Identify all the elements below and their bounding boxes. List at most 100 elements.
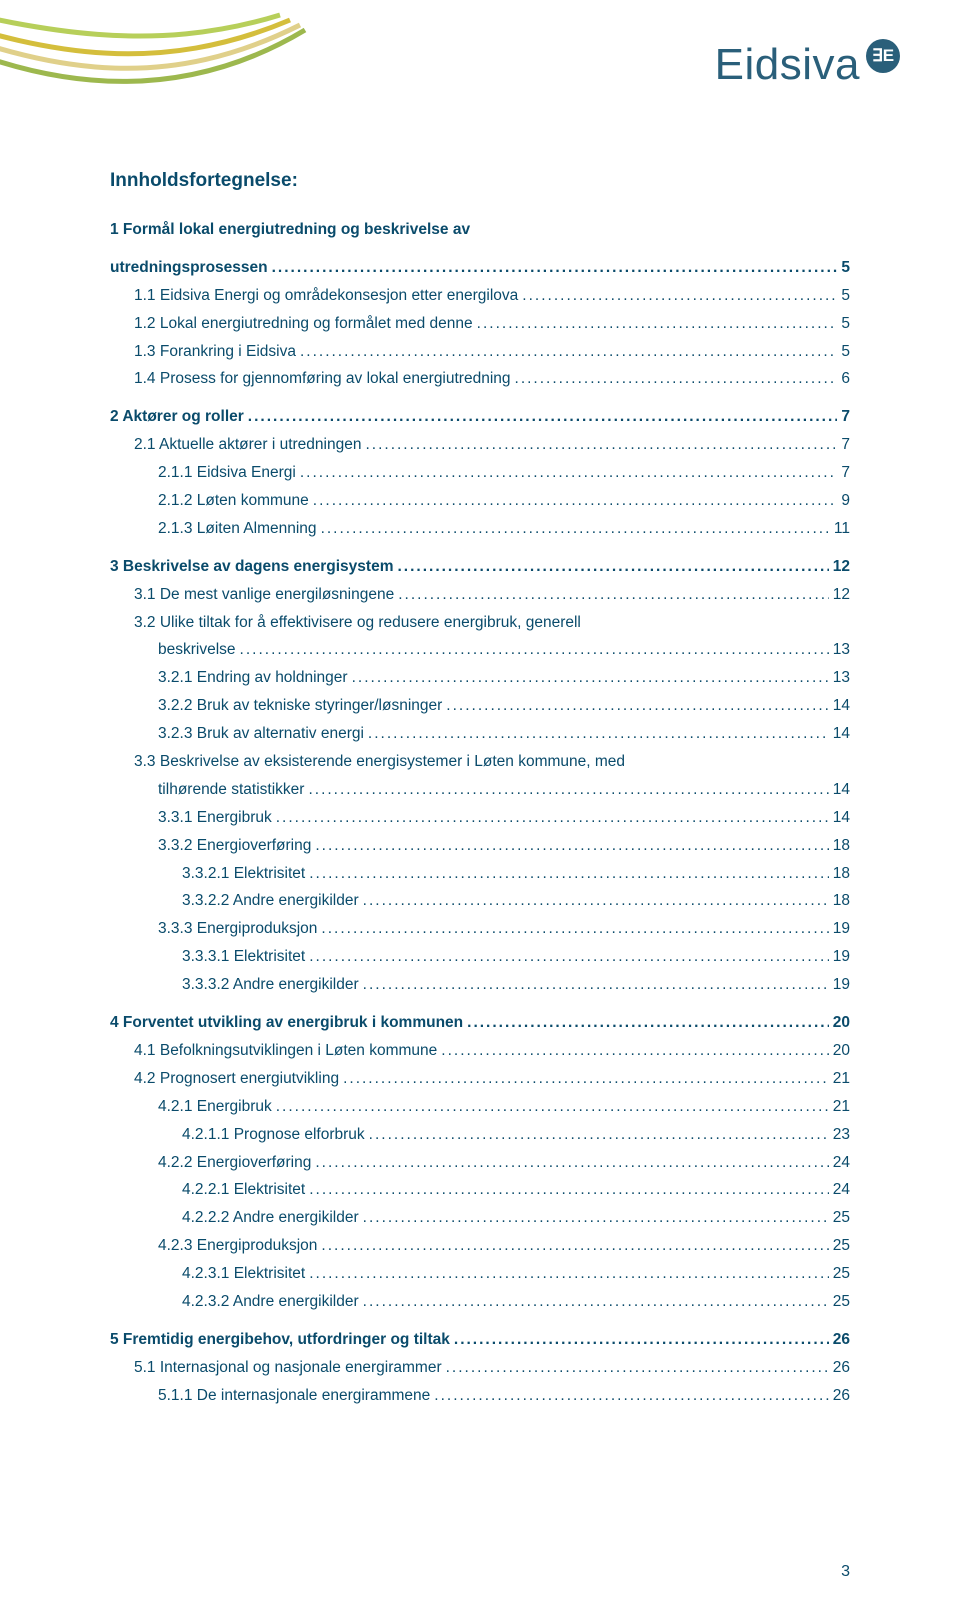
toc-entry[interactable]: 4.2.2 Energioverføring24 xyxy=(158,1149,850,1177)
toc-label: tilhørende statistikker xyxy=(158,776,304,804)
toc-entry[interactable]: 2.1.2 Løten kommune9 xyxy=(158,487,850,515)
toc-entry[interactable]: 2.1.3 Løiten Almenning11 xyxy=(158,515,850,543)
toc-leader-dots xyxy=(300,459,838,487)
toc-page: 11 xyxy=(834,515,850,543)
toc-page: 5 xyxy=(841,254,850,282)
toc-entry[interactable]: beskrivelse13 xyxy=(158,636,850,664)
toc-entry[interactable]: 3 Beskrivelse av dagens energisystem12 xyxy=(110,553,850,581)
toc-label: 2.1 Aktuelle aktører i utredningen xyxy=(134,431,361,459)
toc-page: 13 xyxy=(833,664,850,692)
toc-entry[interactable]: 4 Forventet utvikling av energibruk i ko… xyxy=(110,1009,850,1037)
toc-entry[interactable]: 4.1 Befolkningsutviklingen i Løten kommu… xyxy=(134,1037,850,1065)
toc-entry[interactable]: 3.1 De mest vanlige energiløsningene12 xyxy=(134,581,850,609)
toc-entry[interactable]: 4.2.1 Energibruk21 xyxy=(158,1093,850,1121)
toc-leader-dots xyxy=(309,1176,829,1204)
toc-leader-dots xyxy=(522,282,837,310)
toc-entry[interactable]: 3.2.2 Bruk av tekniske styringer/løsning… xyxy=(158,692,850,720)
toc-leader-dots xyxy=(454,1326,829,1354)
toc-page: 7 xyxy=(841,459,850,487)
toc-page: 5 xyxy=(841,282,850,310)
toc-label: 3.3.2 Energioverføring xyxy=(158,832,311,860)
toc-label: 4.2 Prognosert energiutvikling xyxy=(134,1065,339,1093)
toc-page: 5 xyxy=(841,310,850,338)
toc-leader-dots xyxy=(300,338,837,366)
toc-entry[interactable]: 2.1 Aktuelle aktører i utredningen7 xyxy=(134,431,850,459)
toc-page: 21 xyxy=(833,1093,850,1121)
toc-entry[interactable]: 2.1.1 Eidsiva Energi7 xyxy=(158,459,850,487)
toc-leader-dots xyxy=(315,1149,828,1177)
toc-entry[interactable]: 3.3.3 Energiproduksjon19 xyxy=(158,915,850,943)
toc-entry[interactable]: 3.2.3 Bruk av alternativ energi14 xyxy=(158,720,850,748)
toc-page: 26 xyxy=(833,1382,850,1410)
toc-label: 1.4 Prosess for gjennomføring av lokal e… xyxy=(134,365,511,393)
toc-page: 12 xyxy=(833,581,850,609)
toc-label: 4 Forventet utvikling av energibruk i ko… xyxy=(110,1009,463,1037)
toc-leader-dots xyxy=(272,254,838,282)
toc-entry[interactable]: 4.2.2.1 Elektrisitet24 xyxy=(182,1176,850,1204)
toc-entry[interactable]: 3.3.2.1 Elektrisitet18 xyxy=(182,860,850,888)
toc-entry[interactable]: 3.3.3.1 Elektrisitet19 xyxy=(182,943,850,971)
toc-label: 1.2 Lokal energiutredning og formålet me… xyxy=(134,310,473,338)
toc-leader-dots xyxy=(276,804,829,832)
toc-page: 19 xyxy=(833,915,850,943)
toc-page: 23 xyxy=(833,1121,850,1149)
toc-entry[interactable]: 5.1 Internasjonal og nasjonale energiram… xyxy=(134,1354,850,1382)
toc-entry[interactable]: 4.2.2.2 Andre energikilder 25 xyxy=(182,1204,850,1232)
toc-label: 4.2.1.1 Prognose elforbruk xyxy=(182,1121,365,1149)
toc-entry[interactable]: 1.1 Eidsiva Energi og områdekonsesjon et… xyxy=(134,282,850,310)
toc-label: 3.3 Beskrivelse av eksisterende energisy… xyxy=(134,748,625,776)
toc-leader-dots xyxy=(398,581,829,609)
toc-entry[interactable]: tilhørende statistikker14 xyxy=(158,776,850,804)
toc-leader-dots xyxy=(321,1232,828,1260)
toc-entry[interactable]: 4.2 Prognosert energiutvikling 21 xyxy=(134,1065,850,1093)
toc-entry[interactable]: utredningsprosessen 5 xyxy=(110,254,850,282)
toc-page: 25 xyxy=(833,1288,850,1316)
toc-page: 9 xyxy=(841,487,850,515)
toc-label: utredningsprosessen xyxy=(110,254,268,282)
toc-leader-dots xyxy=(467,1009,829,1037)
toc-label: 3.2.2 Bruk av tekniske styringer/løsning… xyxy=(158,692,442,720)
toc-entry[interactable]: 4.2.1.1 Prognose elforbruk 23 xyxy=(182,1121,850,1149)
toc-leader-dots xyxy=(363,1288,829,1316)
toc-entry[interactable]: 3.2 Ulike tiltak for å effektivisere og … xyxy=(134,609,850,637)
toc-label: 1.1 Eidsiva Energi og områdekonsesjon et… xyxy=(134,282,518,310)
toc-entry[interactable]: 5 Fremtidig energibehov, utfordringer og… xyxy=(110,1326,850,1354)
toc-entry[interactable]: 3.3.2.2 Andre energikilder18 xyxy=(182,887,850,915)
toc-label: 3.2.3 Bruk av alternativ energi xyxy=(158,720,364,748)
brand-name: Eidsiva xyxy=(715,40,860,90)
toc-label: 3.3.3.2 Andre energikilder xyxy=(182,971,359,999)
brand-badge-icon: ∃E xyxy=(866,39,900,73)
toc-entry[interactable]: 4.2.3.2 Andre energikilder25 xyxy=(182,1288,850,1316)
toc-label: 3 Beskrivelse av dagens energisystem xyxy=(110,553,393,581)
toc-entry[interactable]: 3.3.1 Energibruk14 xyxy=(158,804,850,832)
toc-entry[interactable]: 5.1.1 De internasjonale energirammene26 xyxy=(158,1382,850,1410)
toc-entry[interactable]: 3.3.2 Energioverføring18 xyxy=(158,832,850,860)
toc-entry[interactable]: 3.2.1 Endring av holdninger13 xyxy=(158,664,850,692)
toc-label: 3.2 Ulike tiltak for å effektivisere og … xyxy=(134,609,581,637)
toc-leader-dots xyxy=(477,310,838,338)
toc-page: 19 xyxy=(833,971,850,999)
toc-leader-dots xyxy=(441,1037,828,1065)
toc-entry[interactable]: 1 Formål lokal energiutredning og beskri… xyxy=(110,216,850,244)
page-number: 3 xyxy=(841,1563,850,1581)
toc-page: 21 xyxy=(833,1065,850,1093)
toc-entry[interactable]: 4.2.3 Energiproduksjon25 xyxy=(158,1232,850,1260)
toc-leader-dots xyxy=(434,1382,828,1410)
toc-page: 26 xyxy=(833,1326,850,1354)
toc-entry[interactable]: 2 Aktører og roller7 xyxy=(110,403,850,431)
toc-page: 25 xyxy=(833,1260,850,1288)
toc-entry[interactable]: 1.3 Forankring i Eidsiva5 xyxy=(134,338,850,366)
toc-entry[interactable]: 3.3.3.2 Andre energikilder 19 xyxy=(182,971,850,999)
toc-page: 19 xyxy=(833,943,850,971)
toc-page: 5 xyxy=(841,338,850,366)
toc-entry[interactable]: 1.2 Lokal energiutredning og formålet me… xyxy=(134,310,850,338)
toc-leader-dots xyxy=(365,431,837,459)
toc-page: 26 xyxy=(833,1354,850,1382)
toc-entry[interactable]: 3.3 Beskrivelse av eksisterende energisy… xyxy=(134,748,850,776)
page-title: Innholdsfortegnelse: xyxy=(110,170,850,192)
toc-leader-dots xyxy=(321,915,828,943)
toc-entry[interactable]: 1.4 Prosess for gjennomføring av lokal e… xyxy=(134,365,850,393)
toc-entry[interactable]: 4.2.3.1 Elektrisitet25 xyxy=(182,1260,850,1288)
toc-page: 25 xyxy=(833,1204,850,1232)
toc-label: 4.2.2.2 Andre energikilder xyxy=(182,1204,359,1232)
